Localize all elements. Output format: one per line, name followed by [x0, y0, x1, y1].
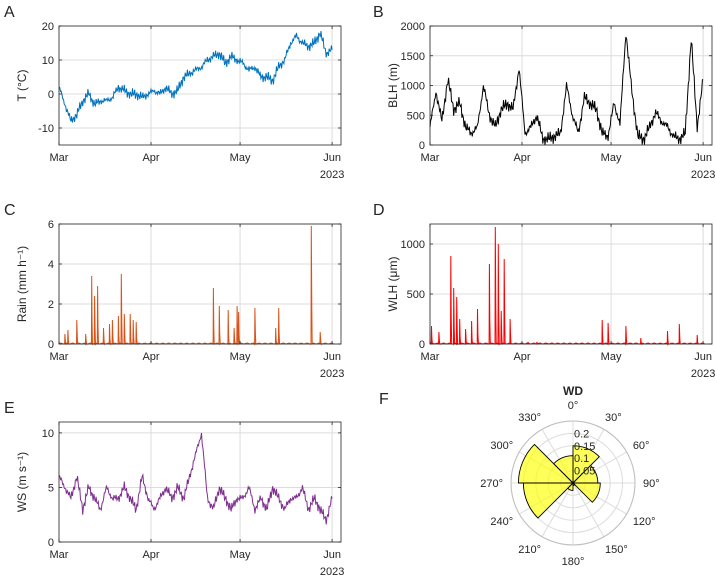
- y-tick-label: 20: [42, 21, 54, 33]
- panel-e: 0 5 10 Mar Apr May Jun 2023 WS (m s⁻¹) E: [4, 400, 344, 577]
- x-tick-label: Mar: [50, 549, 69, 561]
- y-axis-label: WLH (μm): [386, 257, 400, 312]
- x-year-label: 2023: [691, 169, 715, 181]
- y-tick-label: 0: [48, 89, 54, 101]
- plot-area: [59, 422, 341, 542]
- panel-letter: F: [379, 391, 389, 408]
- panel-letter: E: [4, 400, 15, 417]
- x-tick-label: Mar: [421, 152, 440, 164]
- y-tick-label: 2: [48, 299, 54, 311]
- axes-box: [58, 421, 342, 543]
- theta-tick-label: 0°: [568, 400, 579, 412]
- panel-d: 0 500 1000 Mar Apr May Jun 2023 WLH (μm) D: [373, 202, 715, 380]
- x-tick-label: Apr: [142, 549, 159, 561]
- panel-a: -10 0 10 20 Mar Apr May Jun 2023 T (°C) A: [4, 4, 344, 181]
- theta-tick-label: 270°: [480, 478, 503, 490]
- y-tick-label: 5: [48, 482, 54, 494]
- x-tick-label: Mar: [421, 351, 440, 363]
- x-tick-label: Jun: [694, 351, 712, 363]
- y-tick-label: 10: [42, 428, 54, 440]
- wd-bar: [572, 445, 600, 485]
- panel-letter: B: [373, 4, 384, 21]
- x-tick-label: Apr: [513, 152, 530, 164]
- x-year-label: 2023: [320, 169, 344, 181]
- theta-tick-label: 60°: [633, 440, 650, 452]
- theta-tick-label: 180°: [562, 556, 585, 568]
- plot-area: [59, 26, 341, 145]
- wd-bar: [571, 482, 601, 503]
- y-tick-label: 4: [48, 259, 54, 271]
- axes-box: [58, 223, 342, 345]
- series-line: [58, 432, 333, 525]
- wd-bar: [517, 443, 575, 484]
- r-tick-label: 0.2: [574, 428, 589, 440]
- x-tick-label: Jun: [323, 152, 341, 164]
- x-tick-label: Jun: [323, 351, 341, 363]
- theta-tick-label: 210°: [518, 544, 541, 556]
- axes-box: [58, 25, 342, 146]
- y-tick-label: 1500: [401, 51, 425, 63]
- y-tick-label: -10: [38, 123, 54, 135]
- theta-tick-label: 330°: [518, 412, 541, 424]
- theta-tick-label: 240°: [490, 516, 513, 528]
- x-tick-label: May: [601, 351, 622, 363]
- wd-bar: [553, 455, 574, 485]
- plot-area: [59, 224, 341, 344]
- x-tick-label: Apr: [142, 351, 159, 363]
- r-tick-label: 0.15: [574, 441, 595, 453]
- panel-letter: D: [373, 202, 385, 219]
- series-line: [429, 36, 704, 146]
- x-tick-label: Jun: [694, 152, 712, 164]
- plot-area: [430, 224, 712, 344]
- panel-c: 0 2 4 6 Mar Apr May Jun 2023 Rain (mm h⁻¹) C: [4, 202, 344, 380]
- y-tick-label: 1000: [401, 239, 425, 251]
- panel-f: F WD 0° 30° 60° 90° 120° 150° 180° 210° 240° 270° 30…: [379, 384, 660, 568]
- panel-letter: C: [4, 202, 16, 219]
- y-tick-label: 2000: [401, 21, 425, 33]
- y-tick-label: 0: [419, 140, 425, 152]
- x-tick-label: May: [230, 351, 251, 363]
- axes-box: [429, 223, 713, 345]
- theta-tick-label: 300°: [490, 440, 513, 452]
- theta-tick-label: 90°: [643, 478, 660, 490]
- x-year-label: 2023: [691, 368, 715, 380]
- y-tick-label: 6: [48, 219, 54, 231]
- angular-gridline: [541, 482, 574, 537]
- x-tick-label: May: [601, 152, 622, 164]
- angular-gridline: [572, 482, 605, 537]
- series-line: [58, 31, 333, 123]
- x-tick-label: May: [230, 549, 251, 561]
- series-line: [430, 226, 706, 346]
- x-tick-label: Mar: [50, 351, 69, 363]
- r-tick-label: 0.05: [574, 466, 595, 478]
- y-axis-label: BLH (m): [386, 63, 400, 108]
- y-tick-label: 10: [42, 55, 54, 67]
- y-tick-label: 0: [419, 339, 425, 351]
- x-tick-label: Apr: [513, 351, 530, 363]
- theta-tick-label: 30°: [605, 412, 622, 424]
- y-tick-label: 1000: [401, 81, 425, 93]
- x-tick-label: Mar: [50, 152, 69, 164]
- y-axis-label: Rain (mm h⁻¹): [15, 246, 29, 322]
- panel-b: 0 500 1000 1500 2000 Mar Apr May Jun 2023 BLH (m) B: [373, 4, 715, 181]
- y-axis-label: WS (m s⁻¹): [15, 452, 29, 512]
- y-tick-label: 500: [407, 110, 425, 122]
- y-tick-label: 0: [48, 537, 54, 549]
- x-year-label: 2023: [320, 566, 344, 577]
- polar-outer-ring: [510, 420, 636, 546]
- theta-tick-label: 120°: [633, 516, 656, 528]
- x-tick-label: Jun: [323, 549, 341, 561]
- y-tick-label: 500: [407, 289, 425, 301]
- y-axis-label: T (°C): [15, 70, 29, 102]
- polar-title: WD: [563, 384, 583, 398]
- panel-letter: A: [4, 4, 15, 21]
- x-year-label: 2023: [320, 368, 344, 380]
- r-tick-label: 0.1: [574, 453, 589, 465]
- x-tick-label: Apr: [142, 152, 159, 164]
- theta-tick-label: 150°: [605, 544, 628, 556]
- x-tick-label: May: [230, 152, 251, 164]
- y-tick-label: 0: [48, 339, 54, 351]
